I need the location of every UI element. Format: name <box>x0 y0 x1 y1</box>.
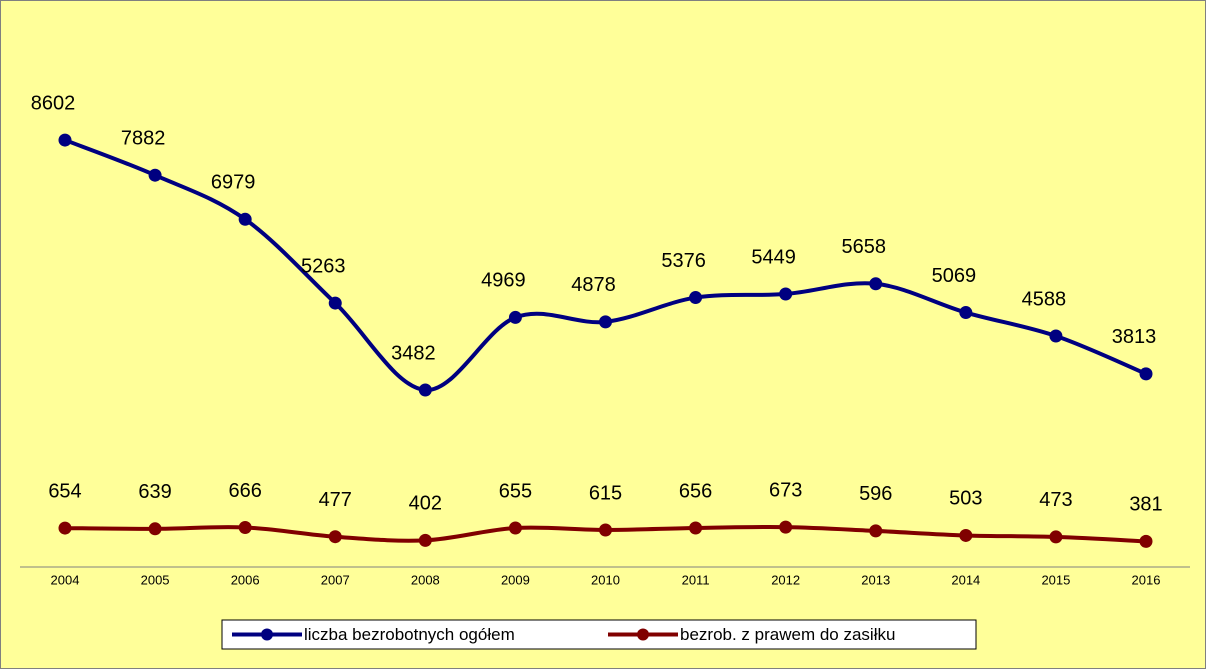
data-point <box>1139 534 1153 548</box>
data-point <box>58 521 72 535</box>
data-point <box>869 277 883 291</box>
data-point <box>599 315 612 329</box>
data-label: 6979 <box>211 172 256 194</box>
legend-box <box>221 619 977 650</box>
x-tick-label: 2010 <box>591 572 620 587</box>
data-point <box>779 287 793 301</box>
x-tick-label: 2009 <box>501 572 530 587</box>
data-label: 615 <box>589 482 622 504</box>
data-label: 5069 <box>932 265 977 287</box>
data-point <box>418 383 432 397</box>
x-tick-label: 2004 <box>51 572 80 587</box>
data-point <box>148 522 162 536</box>
data-label: 473 <box>1039 489 1072 511</box>
data-label: 402 <box>409 493 442 515</box>
data-label: 4969 <box>481 270 526 292</box>
data-label: 666 <box>228 480 261 502</box>
data-label: 639 <box>138 481 171 503</box>
data-point <box>508 521 522 535</box>
data-point <box>1049 329 1063 343</box>
x-tick-label: 2012 <box>771 572 800 587</box>
data-point <box>508 310 522 324</box>
data-label: 3813 <box>1112 326 1157 348</box>
data-label: 656 <box>679 480 712 502</box>
x-tick-label: 2011 <box>682 572 710 587</box>
data-point <box>1139 367 1153 381</box>
x-tick-label: 2013 <box>861 572 890 587</box>
data-label: 4588 <box>1022 288 1067 310</box>
data-point <box>689 521 703 535</box>
data-label: 7882 <box>121 127 166 149</box>
data-label: 4878 <box>571 274 616 296</box>
data-point <box>959 528 973 542</box>
data-label: 477 <box>319 489 352 511</box>
data-point <box>328 530 342 544</box>
data-label: 5263 <box>301 255 346 277</box>
data-point <box>328 296 342 310</box>
x-tick-label: 2016 <box>1132 572 1161 587</box>
x-tick-label: 2007 <box>321 572 350 587</box>
data-point <box>1049 530 1063 544</box>
data-point <box>869 524 883 538</box>
data-label: 503 <box>949 488 982 510</box>
data-label: 5658 <box>842 236 887 258</box>
legend-label: bezrob. z prawem do zasiłku <box>680 625 895 644</box>
x-tick-label: 2014 <box>951 572 980 587</box>
legend-marker <box>261 628 273 641</box>
data-point <box>238 520 252 534</box>
x-tick-label: 2006 <box>231 572 260 587</box>
data-point <box>58 133 72 147</box>
data-label: 655 <box>499 480 532 502</box>
x-tick-label: 2005 <box>141 572 170 587</box>
data-label: 8602 <box>31 92 76 114</box>
x-tick-label: 2015 <box>1041 572 1070 587</box>
data-point <box>779 520 793 534</box>
data-point <box>148 168 162 182</box>
data-point <box>689 291 703 305</box>
data-point <box>418 533 432 547</box>
data-label: 381 <box>1129 494 1162 516</box>
data-point <box>959 306 973 320</box>
data-label: 5449 <box>751 246 796 268</box>
data-point <box>238 212 252 226</box>
data-label: 596 <box>859 483 892 505</box>
data-label: 5376 <box>661 250 706 272</box>
data-label: 3482 <box>391 342 436 364</box>
x-tick-label: 2008 <box>411 572 440 587</box>
data-label: 673 <box>769 479 802 501</box>
legend-label: liczba bezrobotnych ogółem <box>304 625 515 644</box>
data-label: 654 <box>48 480 81 502</box>
legend-marker <box>637 628 649 641</box>
data-point <box>599 523 612 537</box>
